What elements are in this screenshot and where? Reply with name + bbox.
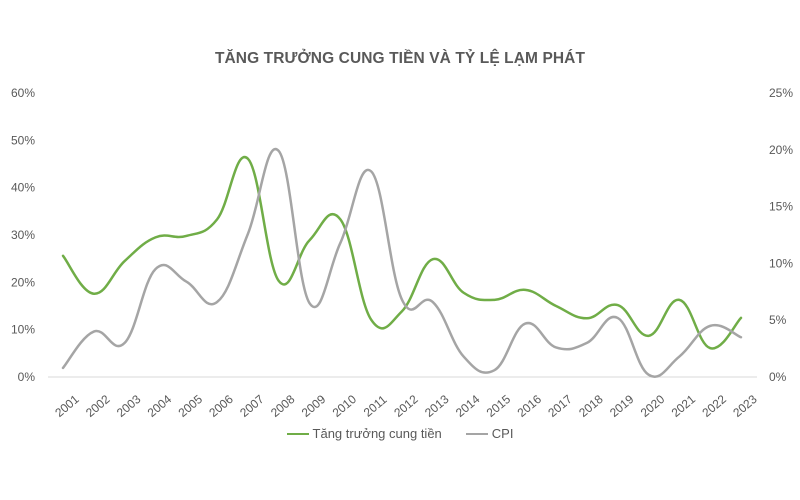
x-tick-label: 2018 — [576, 392, 606, 420]
right-tick-label: 10% — [769, 256, 793, 270]
legend-item-cpi: CPI — [465, 426, 514, 441]
right-tick-label: 5% — [769, 313, 787, 327]
left-tick-label: 40% — [11, 181, 35, 195]
left-tick-label: 50% — [11, 133, 35, 147]
right-tick-label: 0% — [769, 370, 787, 384]
left-tick-label: 20% — [11, 275, 35, 289]
legend-label: Tăng trưởng cung tiền — [312, 426, 442, 441]
x-tick-label: 2012 — [391, 392, 421, 420]
left-axis-ticks: 0% 10% 20% 30% 40% 50% 60% — [11, 86, 35, 384]
right-tick-label: 15% — [769, 200, 793, 214]
x-tick-label: 2013 — [422, 392, 452, 420]
left-tick-label: 10% — [11, 323, 35, 337]
chart-title: TĂNG TRƯỞNG CUNG TIỀN VÀ TỶ LỆ LẠM PHÁT — [214, 50, 586, 67]
x-axis-ticks: 2001 2002 2003 2004 2005 2006 2007 2008 2009 2010… — [52, 392, 760, 420]
left-tick-label: 30% — [11, 228, 35, 242]
left-tick-label: 0% — [18, 370, 36, 384]
x-tick-label: 2004 — [145, 392, 175, 420]
x-tick-label: 2014 — [453, 392, 483, 420]
right-axis-ticks: 0% 5% 10% 15% 20% 25% — [769, 86, 793, 384]
legend-item-money-supply: Tăng trưởng cung tiền — [286, 426, 442, 441]
x-tick-label: 2023 — [730, 392, 760, 420]
x-tick-label: 2003 — [114, 392, 144, 420]
legend: Tăng trưởng cung tiền CPI — [0, 426, 800, 441]
right-tick-label: 25% — [769, 86, 793, 100]
right-tick-label: 20% — [769, 143, 793, 157]
legend-swatch-gray — [465, 432, 488, 435]
x-tick-label: 2017 — [545, 392, 575, 420]
cpi-line — [61, 147, 743, 378]
money-supply-growth-line — [61, 155, 743, 350]
x-tick-label: 2022 — [699, 392, 729, 420]
x-tick-label: 2008 — [268, 392, 298, 420]
x-tick-label: 2001 — [52, 392, 82, 420]
x-tick-label: 2021 — [669, 392, 699, 420]
x-tick-label: 2007 — [237, 392, 267, 420]
x-tick-label: 2020 — [638, 392, 668, 420]
x-tick-label: 2002 — [83, 392, 113, 420]
left-tick-label: 60% — [11, 86, 35, 100]
legend-label: CPI — [491, 426, 514, 441]
x-tick-label: 2009 — [299, 392, 329, 420]
x-tick-label: 2015 — [484, 392, 514, 420]
x-tick-label: 2019 — [607, 392, 637, 420]
legend-swatch-green — [286, 432, 309, 435]
x-tick-label: 2005 — [176, 392, 206, 420]
x-tick-label: 2010 — [330, 392, 360, 420]
x-tick-label: 2006 — [206, 392, 236, 420]
x-tick-label: 2011 — [361, 392, 390, 420]
x-tick-label: 2016 — [515, 392, 545, 420]
